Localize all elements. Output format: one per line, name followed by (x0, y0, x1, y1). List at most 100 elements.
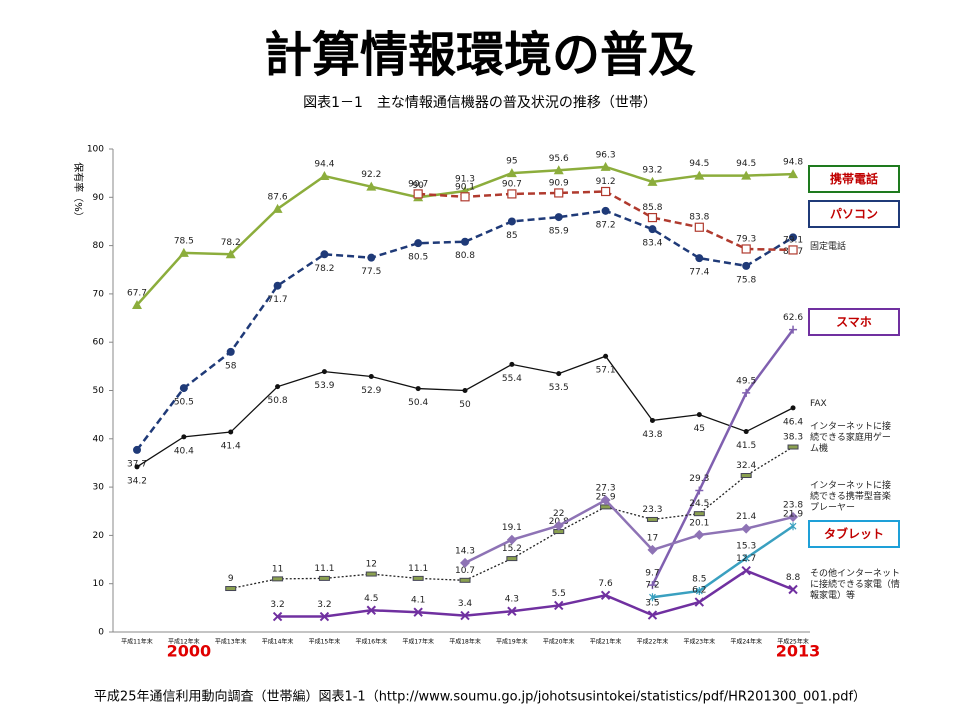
x-tick-label: 平成20年末 (543, 638, 575, 646)
x-tick-label: 平成24年末 (730, 638, 762, 646)
marker (272, 611, 283, 622)
marker (366, 605, 377, 615)
marker (600, 186, 611, 197)
legend-label: インターネットに接続できる携帯型音楽プレーヤー (810, 481, 892, 513)
marker (740, 473, 752, 479)
value-label: 49.5 (736, 376, 756, 386)
value-label: 96.3 (596, 150, 616, 160)
title: 計算情報環境の普及 (264, 27, 696, 83)
value-label: 78.2 (314, 264, 334, 274)
year-annotation: 2000 (167, 642, 212, 661)
marker (460, 610, 470, 621)
marker (789, 233, 798, 242)
subtitle: 図表1－1 主な情報通信機器の普及状況の推移（世帯） (303, 95, 657, 111)
value-label: 8.8 (786, 573, 801, 583)
marker (789, 522, 797, 531)
y-axis-label: 保有率（%） (72, 162, 85, 222)
marker (601, 206, 610, 215)
marker (318, 575, 330, 581)
x-tick-label: 平成25年末 (777, 638, 809, 646)
value-label: 34.2 (127, 476, 147, 486)
legend-box: 携帯電話 (808, 165, 900, 193)
marker (554, 188, 564, 198)
marker (743, 429, 749, 435)
value-label: 41.4 (221, 442, 241, 452)
value-label: 21.9 (783, 510, 803, 520)
value-label: 32.4 (736, 461, 756, 471)
y-tick-label: 20 (93, 531, 105, 541)
marker (741, 170, 752, 180)
marker (646, 516, 658, 522)
value-label: 94.5 (689, 159, 709, 169)
y-tick-label: 10 (93, 579, 105, 589)
y-tick-label: 90 (93, 193, 105, 203)
x-tick-label: 平成11年末 (121, 638, 153, 646)
value-label: 46.4 (783, 417, 803, 427)
marker (694, 222, 704, 232)
y-tick-label: 40 (93, 434, 105, 444)
marker (367, 253, 376, 262)
value-label: 95.6 (549, 154, 569, 164)
value-label: 41.5 (736, 441, 756, 451)
series-line (464, 498, 794, 565)
y-tick-label: 80 (93, 241, 105, 251)
x-tick-label: 平成23年末 (683, 638, 715, 646)
marker (553, 165, 564, 175)
marker (788, 512, 799, 523)
value-label: 10.7 (455, 566, 475, 576)
marker (225, 249, 236, 259)
series-line (277, 569, 794, 618)
value-label: 6.2 (692, 586, 706, 596)
marker (695, 486, 704, 495)
value-label: 79.1 (783, 235, 803, 245)
value-label: 11.1 (408, 564, 428, 574)
value-label: 95 (506, 157, 517, 167)
marker (272, 203, 283, 213)
marker (787, 444, 799, 450)
value-label: 78.5 (174, 236, 194, 246)
series-line (651, 328, 795, 586)
marker (506, 556, 518, 562)
value-label: 87.6 (268, 192, 288, 202)
marker (788, 584, 798, 595)
value-label: 53.9 (314, 381, 334, 391)
x-tick-label: 平成17年末 (402, 638, 434, 646)
value-label: 85.9 (549, 227, 569, 237)
value-label: 67.7 (127, 289, 147, 299)
x-tick-label: 平成21年末 (590, 638, 622, 646)
marker (319, 171, 330, 181)
marker (694, 529, 705, 540)
value-label: 79.3 (736, 234, 756, 244)
marker (134, 464, 140, 470)
y-tick-label: 70 (93, 289, 105, 299)
value-label: 50 (459, 400, 471, 410)
marker (365, 571, 377, 577)
series-line (652, 525, 794, 599)
marker (366, 181, 377, 191)
marker (742, 554, 750, 563)
series-line (136, 209, 794, 451)
value-label: 20.1 (689, 518, 709, 528)
value-label: 91.2 (596, 177, 616, 187)
value-label: 23.3 (642, 505, 662, 515)
value-label: 12.7 (736, 554, 756, 564)
y-tick-label: 100 (87, 145, 104, 155)
x-tick-label: 平成16年末 (355, 638, 387, 646)
marker (181, 434, 187, 440)
value-label: 50.5 (174, 398, 194, 408)
value-label: 90.7 (408, 179, 428, 189)
marker (789, 325, 798, 334)
legend-label: FAX (810, 399, 827, 409)
legend-label: 固定電話 (810, 242, 847, 252)
marker (460, 557, 471, 568)
value-label: 3.4 (458, 599, 473, 609)
value-label: 94.4 (314, 160, 334, 170)
y-tick-label: 30 (93, 483, 105, 493)
value-label: 53.5 (549, 383, 569, 393)
marker (179, 384, 188, 393)
marker (790, 405, 796, 411)
value-label: 3.2 (317, 600, 331, 610)
value-label: 90 (412, 181, 424, 191)
